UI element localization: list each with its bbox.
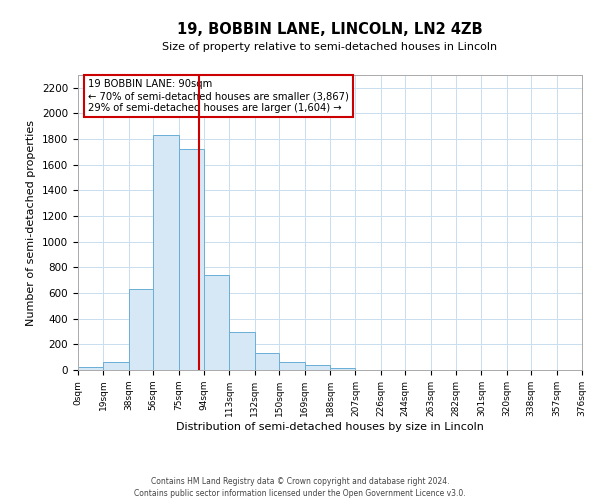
Text: Contains HM Land Registry data © Crown copyright and database right 2024.: Contains HM Land Registry data © Crown c… [151, 478, 449, 486]
Bar [229, 332, 255, 370]
X-axis label: Distribution of semi-detached houses by size in Lincoln: Distribution of semi-detached houses by … [176, 422, 484, 432]
Bar [179, 150, 204, 370]
Text: 19 BOBBIN LANE: 90sqm
← 70% of semi-detached houses are smaller (3,867)
29% of s: 19 BOBBIN LANE: 90sqm ← 70% of semi-deta… [88, 80, 349, 112]
Bar [103, 362, 129, 370]
Bar [330, 368, 355, 370]
Text: Size of property relative to semi-detached houses in Lincoln: Size of property relative to semi-detach… [163, 42, 497, 52]
Bar [204, 275, 229, 370]
Bar [153, 136, 179, 370]
Text: 19, BOBBIN LANE, LINCOLN, LN2 4ZB: 19, BOBBIN LANE, LINCOLN, LN2 4ZB [177, 22, 483, 38]
Bar [255, 354, 279, 370]
Bar [279, 362, 305, 370]
Bar [305, 365, 330, 370]
Bar [78, 368, 103, 370]
Y-axis label: Number of semi-detached properties: Number of semi-detached properties [26, 120, 37, 326]
Bar [129, 289, 153, 370]
Text: Contains public sector information licensed under the Open Government Licence v3: Contains public sector information licen… [134, 489, 466, 498]
